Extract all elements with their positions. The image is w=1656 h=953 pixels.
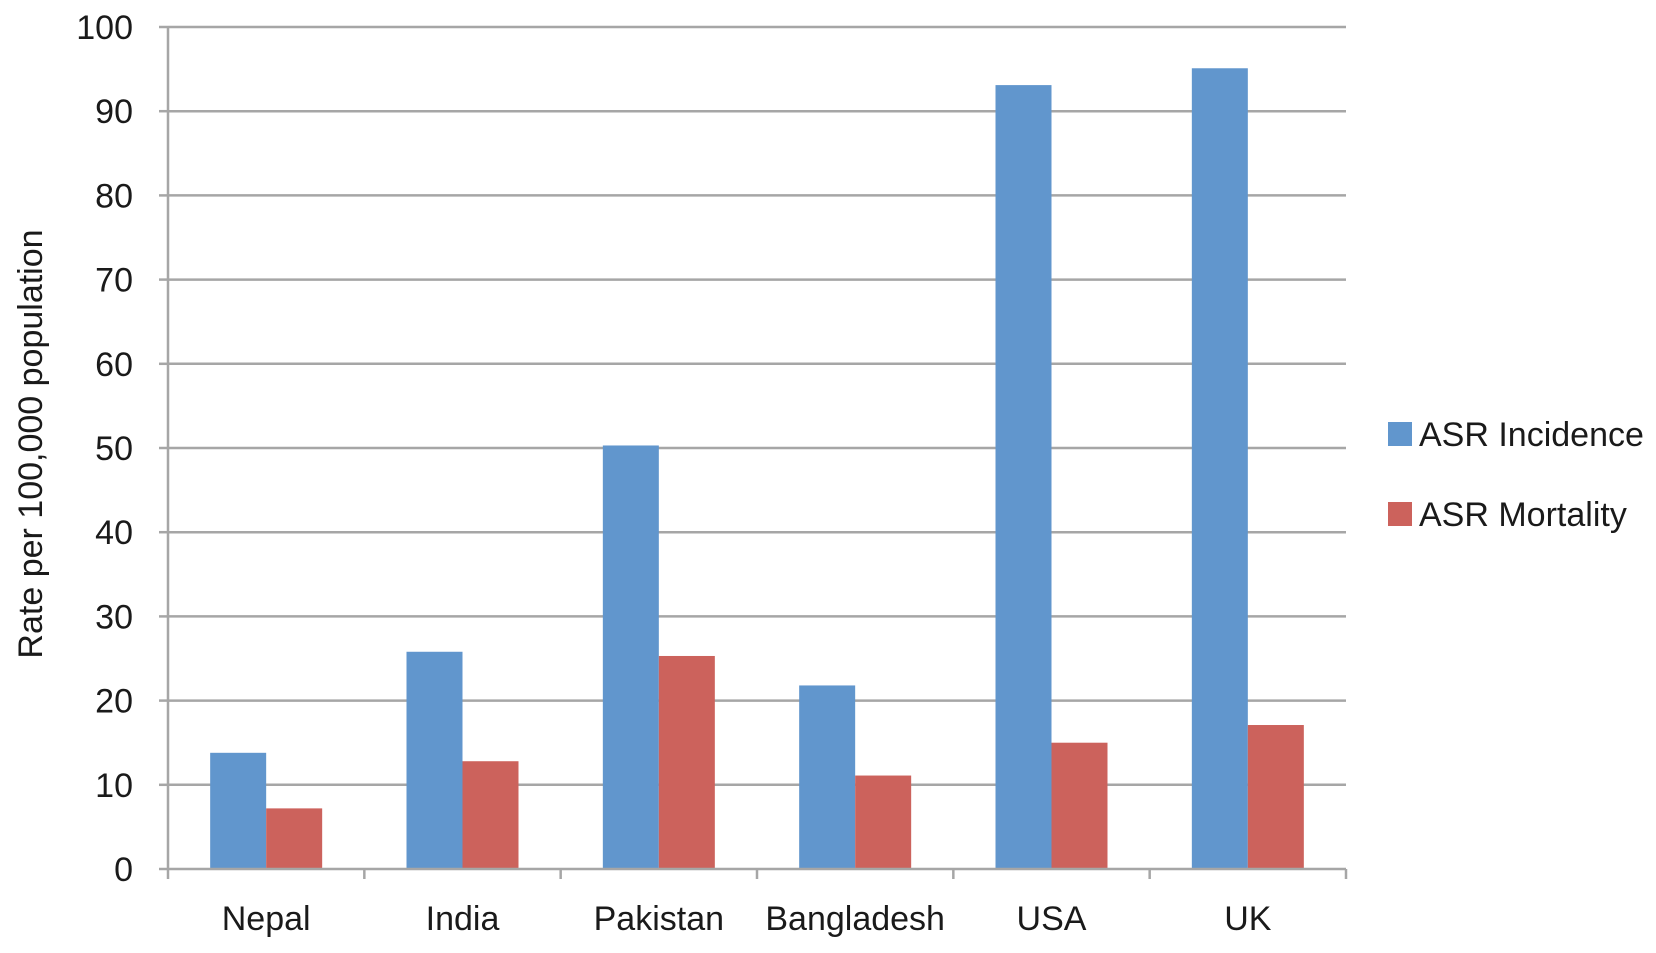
bar-incidence-uk [1191, 68, 1248, 870]
y-tick-label: 70 [95, 262, 133, 300]
y-tick-labels: 0 10 20 30 40 50 60 70 80 90 100 [76, 9, 133, 889]
bar-mortality-pakistan [658, 655, 715, 869]
y-axis-label: Rate per 100,000 population [12, 229, 50, 658]
y-tick-label: 90 [95, 93, 133, 131]
bar-mortality-bangladesh [855, 775, 912, 869]
axis-layer [166, 27, 1348, 879]
bar-mortality-uk [1247, 725, 1304, 869]
x-tick-label: USA [1017, 900, 1087, 938]
y-tick-label: 10 [95, 767, 133, 805]
y-tick-label: 40 [95, 514, 133, 552]
y-tick-label: 100 [76, 9, 133, 47]
legend-label: ASR Incidence [1419, 416, 1644, 454]
x-tick-label: Bangladesh [765, 900, 945, 938]
x-tick-label: Nepal [222, 900, 311, 938]
bar-incidence-india [406, 651, 463, 869]
x-tick-label: Pakistan [594, 900, 724, 938]
bars-layer [210, 68, 1304, 870]
bar-incidence-bangladesh [799, 685, 856, 869]
y-tick-label: 60 [95, 346, 133, 384]
x-tick-labels: Nepal India Pakistan Bangladesh USA UK [222, 900, 1272, 938]
bar-incidence-pakistan [602, 445, 659, 869]
grid-layer [159, 25, 1346, 871]
bar-incidence-nepal [210, 752, 267, 869]
x-tick-label: India [426, 900, 500, 938]
legend-label: ASR Mortality [1419, 496, 1627, 534]
bar-mortality-usa [1051, 742, 1108, 869]
x-tick-label: UK [1224, 900, 1272, 938]
bar-mortality-nepal [266, 808, 323, 869]
bar-mortality-india [462, 761, 519, 869]
legend: ASR Incidence ASR Mortality [1388, 416, 1644, 534]
y-tick-label: 30 [95, 598, 133, 636]
y-tick-label: 80 [95, 177, 133, 215]
legend-swatch [1388, 502, 1412, 526]
y-tick-label: 20 [95, 683, 133, 721]
legend-swatch [1388, 422, 1412, 446]
y-tick-label: 0 [114, 851, 133, 889]
bar-incidence-usa [995, 85, 1052, 869]
y-tick-label: 50 [95, 430, 133, 468]
